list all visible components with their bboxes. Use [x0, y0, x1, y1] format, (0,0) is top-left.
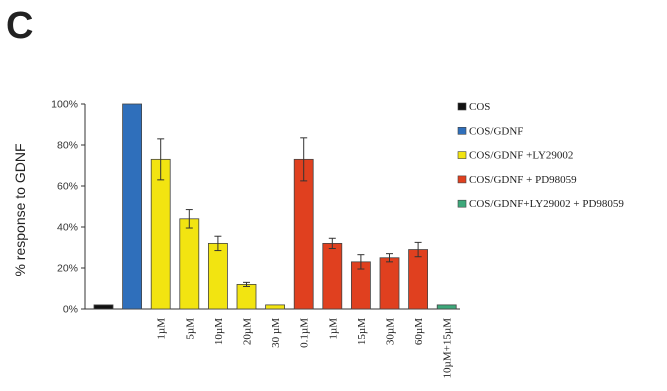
x-tick-label: 30µM: [385, 318, 397, 345]
y-tick-label: 100%: [51, 99, 78, 111]
bar: [179, 218, 200, 310]
legend-label: COS/GDNF +LY29002: [469, 150, 573, 162]
y-axis-label: % response to GDNF: [12, 143, 28, 276]
legend-swatch: [457, 127, 467, 135]
bar: [150, 158, 171, 310]
bar: [379, 257, 400, 310]
legend-swatch: [457, 175, 467, 184]
legend-swatch: [457, 102, 467, 111]
x-tick-label: 0.1µM: [299, 318, 311, 348]
y-tick-label: 40%: [57, 222, 78, 234]
x-tick-label: 15µM: [356, 318, 368, 345]
bar: [322, 242, 343, 310]
panel-letter: C: [6, 5, 33, 47]
bar: [408, 249, 429, 310]
error-bars-group: [157, 137, 422, 287]
bar: [207, 242, 228, 310]
x-tick-label: 1µM: [156, 318, 168, 340]
x-tick-label: 1µM: [327, 318, 339, 340]
x-tick-label: 10µM+15µM: [442, 318, 454, 379]
legend-label: COS/GDNF + PD98059: [469, 174, 577, 186]
x-tick-label: 20µM: [242, 318, 254, 345]
legend-label: COS/GDNF+LY29002 + PD98059: [469, 198, 624, 210]
y-tick-label: 60%: [57, 181, 78, 193]
bar: [265, 304, 286, 310]
y-tick-label: 0%: [63, 304, 78, 316]
legend-swatch: [457, 151, 467, 159]
x-tick-label: 60µM: [413, 318, 425, 345]
legend-label: COS: [469, 101, 490, 113]
legend: COS COS/GDNF COS/GDNF +LY29002 COS/GDNF + P…: [457, 101, 624, 210]
bar: [236, 283, 257, 310]
bar: [122, 103, 142, 310]
legend-swatch: [457, 199, 467, 208]
x-tick-label: 5µM: [184, 318, 196, 340]
bar: [93, 304, 114, 310]
bar: [293, 158, 314, 310]
bar: [436, 304, 457, 310]
legend-label: COS/GDNF: [469, 125, 523, 137]
y-axis-ticks: 0% 20% 40% 60% 80% 100%: [51, 99, 85, 316]
bars-group: [93, 103, 457, 310]
y-tick-label: 20%: [57, 263, 78, 275]
x-tick-label: 10µM: [213, 318, 225, 345]
x-axis-tick-labels: 1µM 5µM 10µM 20µM 30 µM 0.1µM 1µM 15µM 30µM 60µM 1…: [156, 318, 454, 379]
y-tick-label: 80%: [57, 140, 78, 152]
x-tick-label: 30 µM: [270, 318, 282, 348]
